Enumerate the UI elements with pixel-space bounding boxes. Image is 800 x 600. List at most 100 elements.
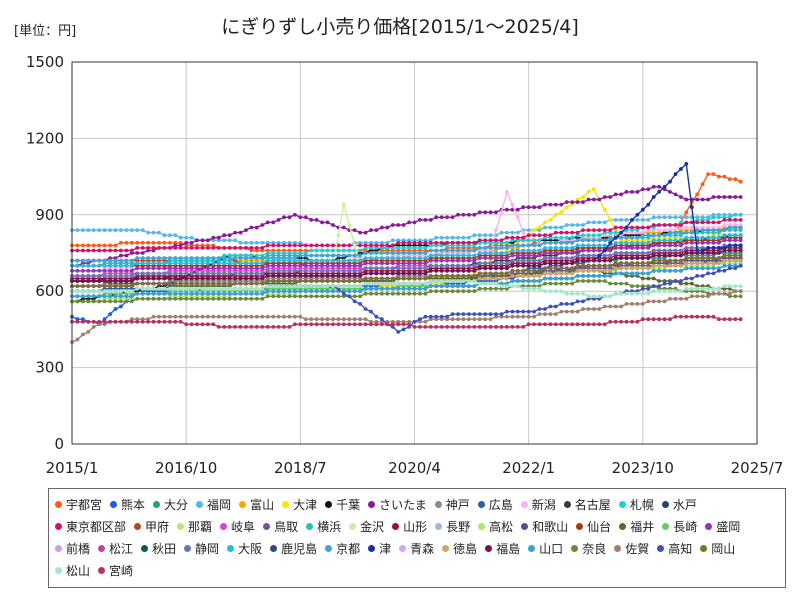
data-point bbox=[635, 225, 640, 230]
data-point bbox=[75, 279, 80, 283]
data-point bbox=[515, 207, 520, 212]
data-point bbox=[331, 253, 335, 258]
data-point bbox=[673, 192, 678, 197]
data-point bbox=[586, 228, 591, 233]
data-point bbox=[369, 228, 373, 233]
data-point bbox=[619, 240, 623, 245]
data-point bbox=[461, 243, 466, 248]
data-point bbox=[630, 240, 634, 245]
data-point bbox=[532, 243, 536, 248]
data-point bbox=[374, 243, 379, 248]
data-point bbox=[249, 240, 254, 245]
data-point bbox=[135, 228, 140, 233]
data-point bbox=[233, 261, 238, 266]
data-point bbox=[254, 225, 259, 230]
data-point bbox=[108, 263, 112, 268]
data-point bbox=[640, 207, 645, 212]
data-point bbox=[640, 251, 645, 255]
data-point bbox=[537, 243, 542, 248]
data-point bbox=[575, 238, 580, 243]
data-point bbox=[380, 266, 384, 271]
data-point bbox=[407, 240, 411, 245]
data-point bbox=[135, 240, 140, 245]
data-point bbox=[668, 223, 672, 227]
data-point bbox=[75, 243, 80, 248]
data-point bbox=[439, 258, 444, 263]
data-point bbox=[494, 256, 498, 260]
data-point bbox=[102, 248, 107, 253]
data-point bbox=[657, 233, 661, 238]
data-point bbox=[505, 190, 509, 194]
data-point bbox=[488, 251, 493, 255]
data-point bbox=[401, 261, 406, 266]
data-point bbox=[597, 243, 602, 248]
data-point bbox=[178, 256, 183, 260]
data-point bbox=[553, 202, 558, 207]
data-point bbox=[222, 253, 227, 258]
data-point bbox=[488, 261, 493, 266]
data-point bbox=[521, 258, 526, 263]
data-point bbox=[227, 238, 232, 243]
data-point bbox=[651, 263, 656, 268]
data-point bbox=[380, 243, 384, 248]
data-point bbox=[282, 274, 286, 278]
data-point bbox=[505, 246, 509, 250]
data-point bbox=[91, 228, 96, 233]
data-point bbox=[613, 230, 618, 235]
series-line bbox=[72, 237, 741, 267]
data-point bbox=[483, 251, 488, 255]
data-point bbox=[668, 248, 672, 253]
data-point bbox=[494, 246, 498, 250]
data-point bbox=[249, 246, 254, 250]
data-point bbox=[553, 256, 558, 260]
data-point bbox=[722, 223, 727, 227]
data-point bbox=[168, 271, 172, 276]
data-point bbox=[222, 271, 227, 276]
data-point bbox=[651, 233, 656, 238]
data-point bbox=[233, 246, 238, 250]
data-point bbox=[445, 263, 449, 268]
data-point bbox=[206, 271, 210, 276]
data-point bbox=[630, 225, 634, 230]
data-point bbox=[738, 228, 743, 233]
data-point bbox=[619, 266, 623, 271]
data-point bbox=[570, 200, 575, 205]
data-point bbox=[249, 253, 254, 258]
data-point bbox=[97, 263, 102, 268]
data-point bbox=[738, 258, 743, 263]
data-point bbox=[461, 212, 466, 217]
data-point bbox=[222, 238, 227, 243]
data-point bbox=[597, 238, 602, 243]
data-point bbox=[640, 218, 645, 222]
data-point bbox=[537, 225, 542, 230]
data-point bbox=[570, 223, 575, 227]
data-point bbox=[515, 258, 520, 263]
data-point bbox=[276, 263, 281, 268]
data-point bbox=[412, 220, 417, 225]
data-point bbox=[227, 266, 232, 271]
data-point bbox=[548, 240, 553, 245]
data-point bbox=[689, 230, 694, 235]
data-point bbox=[488, 246, 493, 250]
data-point bbox=[287, 240, 292, 245]
data-point bbox=[140, 261, 145, 266]
data-point bbox=[488, 256, 493, 260]
data-point bbox=[320, 243, 324, 248]
data-point bbox=[602, 233, 607, 238]
data-point bbox=[254, 240, 259, 245]
data-point bbox=[602, 220, 607, 225]
data-point bbox=[352, 268, 357, 273]
data-point bbox=[91, 258, 96, 263]
data-point bbox=[352, 228, 357, 233]
data-point bbox=[722, 233, 727, 238]
data-point bbox=[548, 225, 553, 230]
data-point bbox=[412, 261, 417, 266]
data-point bbox=[178, 240, 183, 245]
data-point bbox=[695, 197, 700, 202]
data-point bbox=[646, 225, 651, 230]
data-point bbox=[423, 261, 428, 266]
data-point bbox=[162, 240, 167, 245]
data-point bbox=[673, 230, 678, 235]
data-point bbox=[570, 246, 575, 250]
data-point bbox=[695, 215, 700, 220]
